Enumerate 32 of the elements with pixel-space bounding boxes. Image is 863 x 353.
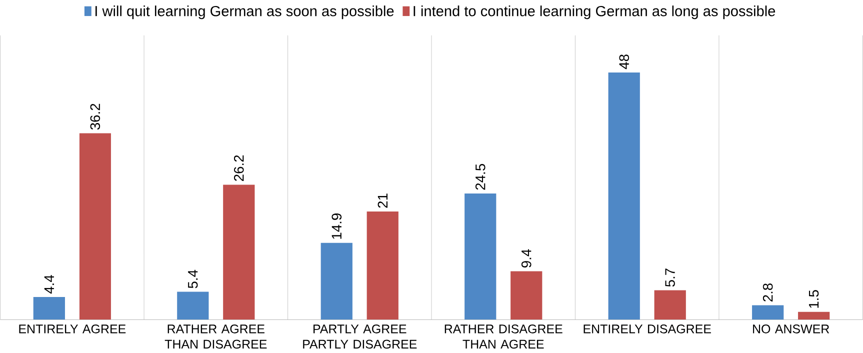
bar bbox=[177, 292, 209, 320]
data-label: 5.7 bbox=[665, 268, 675, 287]
data-label: 1.5 bbox=[808, 290, 819, 308]
bar bbox=[320, 242, 352, 320]
bar bbox=[654, 290, 686, 320]
x-tick-label: PARTLY AGREE PARTLY DISAGREE bbox=[303, 324, 417, 348]
data-label: 5.4 bbox=[188, 270, 198, 288]
bar bbox=[366, 211, 398, 320]
data-label: 2.8 bbox=[762, 283, 773, 302]
data-label: 9.4 bbox=[521, 249, 532, 268]
x-tick-label: ENTIRELY AGREE bbox=[19, 324, 126, 334]
x-tick-label: RATHER DISAGREE THAN AGREE bbox=[444, 324, 562, 348]
bar bbox=[79, 133, 111, 320]
data-label: 26.2 bbox=[234, 155, 244, 181]
bar bbox=[464, 193, 496, 320]
bar bbox=[798, 312, 830, 320]
bar bbox=[33, 296, 65, 320]
legend-label: I intend to continue learning German as long as possible bbox=[414, 5, 776, 20]
bar bbox=[510, 271, 542, 320]
x-tick-label: ENTIRELY DISAGREE bbox=[584, 324, 711, 334]
bar bbox=[608, 72, 640, 320]
data-label: 14.9 bbox=[332, 213, 342, 239]
data-label: 24.5 bbox=[475, 164, 486, 190]
x-tick-label: RATHER AGREE THAN DISAGREE bbox=[164, 324, 267, 348]
data-label: 21 bbox=[378, 194, 388, 208]
legend-label: I will quit learning German as soon as possible bbox=[96, 5, 394, 20]
bar bbox=[223, 184, 255, 320]
data-label: 48 bbox=[619, 54, 630, 69]
data-label: 36.2 bbox=[90, 104, 100, 130]
data-label: 4.4 bbox=[44, 274, 54, 294]
x-tick-label: NO ANSWER bbox=[753, 324, 830, 334]
bar bbox=[752, 305, 784, 320]
